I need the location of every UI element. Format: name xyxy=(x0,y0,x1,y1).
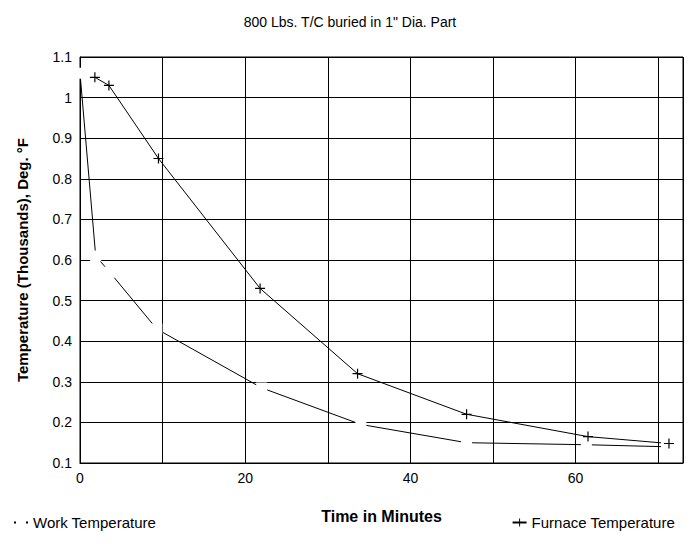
svg-text:0.2: 0.2 xyxy=(53,414,73,430)
svg-text:0: 0 xyxy=(76,470,84,486)
svg-text:800 Lbs. T/C buried in 1" Dia.: 800 Lbs. T/C buried in 1" Dia. Part xyxy=(244,14,457,30)
svg-text:0.7: 0.7 xyxy=(53,211,73,227)
svg-text:Time in Minutes: Time in Minutes xyxy=(321,508,442,525)
svg-text:0.3: 0.3 xyxy=(53,374,73,390)
svg-text:0.8: 0.8 xyxy=(53,171,73,187)
svg-text:Furnace Temperature: Furnace Temperature xyxy=(532,514,675,531)
svg-text:0.4: 0.4 xyxy=(53,333,73,349)
svg-text:60: 60 xyxy=(568,470,584,486)
svg-text:0.1: 0.1 xyxy=(53,455,73,471)
svg-text:40: 40 xyxy=(403,470,419,486)
svg-text:0.9: 0.9 xyxy=(53,130,73,146)
svg-text:0.6: 0.6 xyxy=(53,252,73,268)
svg-text:1.1: 1.1 xyxy=(53,49,73,65)
svg-text:0.5: 0.5 xyxy=(53,293,73,309)
svg-text:1: 1 xyxy=(64,90,72,106)
svg-text:20: 20 xyxy=(237,470,253,486)
svg-text:Temperature (Thousands), Deg.: Temperature (Thousands), Deg. °F xyxy=(14,138,31,382)
svg-text:Work Temperature: Work Temperature xyxy=(33,514,156,531)
